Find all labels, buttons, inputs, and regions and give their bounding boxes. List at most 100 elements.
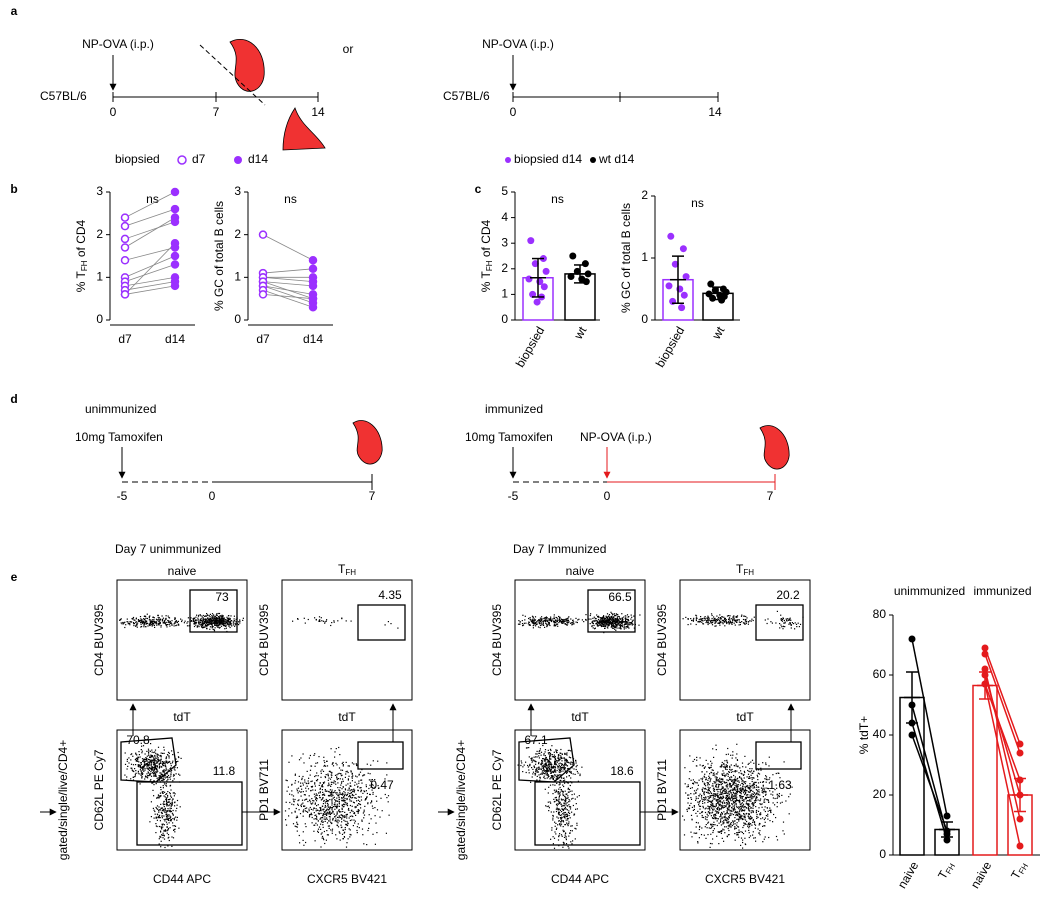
pair-line [125,218,175,248]
event-dot [765,806,766,807]
event-dot [335,790,336,791]
legend-label: d7 [192,152,206,166]
event-dot [554,771,555,772]
data-point [172,214,179,221]
event-dot [321,617,322,618]
event-dot [286,825,287,826]
event-dot [578,773,579,774]
event-dot [175,810,176,811]
event-dot [543,770,544,771]
timeline-tick-label: 14 [708,105,722,119]
event-dot [136,618,137,619]
event-dot [731,772,732,773]
event-dot [172,799,173,800]
event-dot [296,789,297,790]
event-dot [326,840,327,841]
event-dot [296,822,297,823]
event-dot [718,781,719,782]
event-dot [346,824,347,825]
event-dot [340,785,341,786]
event-dot [322,806,323,807]
event-dot [560,817,561,818]
event-dot [161,780,162,781]
event-dot [557,766,558,767]
event-dot [352,762,353,763]
event-dot [759,803,760,804]
event-dot [529,772,530,773]
event-dot [356,806,357,807]
event-dot [159,838,160,839]
event-dot [564,837,565,838]
event-dot [194,620,195,621]
event-dot [571,624,572,625]
event-dot [322,784,323,785]
event-dot [159,809,160,810]
event-dot [234,626,235,627]
event-dot [154,627,155,628]
event-dot [726,790,727,791]
event-dot [704,618,705,619]
event-dot [684,834,685,835]
event-dot [309,758,310,759]
event-dot [532,773,533,774]
event-dot [558,789,559,790]
event-dot [389,815,390,816]
event-dot [756,810,757,811]
event-dot [343,786,344,787]
event-dot [735,620,736,621]
event-dot [226,628,227,629]
event-dot [336,792,337,793]
event-dot [615,630,616,631]
event-dot [337,779,338,780]
event-dot [314,794,315,795]
event-dot [724,766,725,767]
event-dot [552,754,553,755]
event-dot [150,768,151,769]
y-tick-label: 1 [501,287,508,301]
event-dot [160,763,161,764]
event-dot [700,616,701,617]
event-dot [350,820,351,821]
event-dot [694,806,695,807]
event-dot [355,782,356,783]
event-dot [349,793,350,794]
event-dot [566,823,567,824]
event-dot [553,843,554,844]
event-dot [168,799,169,800]
event-dot [563,826,564,827]
event-dot [330,829,331,830]
event-dot [230,615,231,616]
event-dot [356,763,357,764]
event-dot [321,773,322,774]
event-dot [528,623,529,624]
significance-label: ns [284,192,297,206]
event-dot [167,779,168,780]
event-dot [352,811,353,812]
event-dot [339,794,340,795]
event-dot [214,624,215,625]
event-dot [556,804,557,805]
event-dot [688,619,689,620]
event-dot [339,767,340,768]
event-dot [149,619,150,620]
event-dot [203,621,204,622]
event-dot [583,621,584,622]
event-dot [788,624,789,625]
event-dot [625,624,626,625]
event-dot [577,765,578,766]
event-dot [329,799,330,800]
event-dot [620,619,621,620]
event-dot [602,623,603,624]
event-dot [768,765,769,766]
data-point [260,231,267,238]
event-dot [215,627,216,628]
event-dot [361,796,362,797]
event-dot [548,806,549,807]
event-dot [172,762,173,763]
event-dot [768,802,769,803]
event-dot [164,847,165,848]
event-dot [338,810,339,811]
event-dot [202,625,203,626]
pair-line [125,209,175,226]
